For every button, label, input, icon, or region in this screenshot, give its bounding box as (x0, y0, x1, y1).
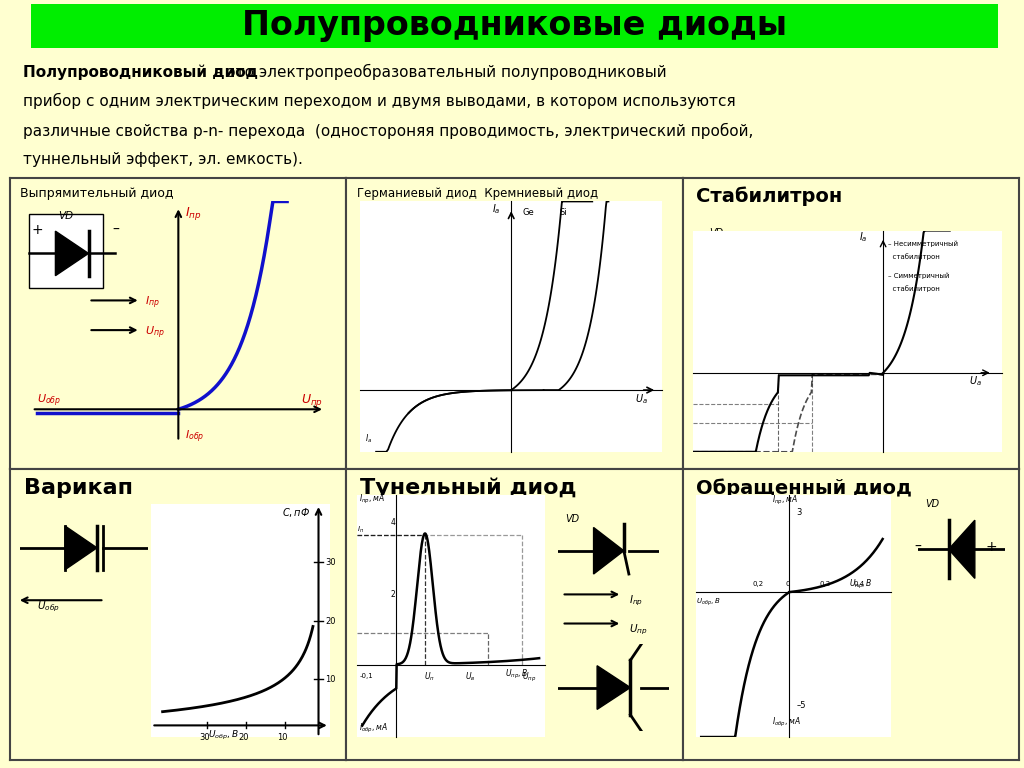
Text: $С,пФ$: $С,пФ$ (282, 506, 310, 519)
Text: $I_п$: $I_п$ (356, 525, 364, 535)
Text: VD: VD (565, 514, 580, 524)
Text: $I_{пр},мА$: $I_{пр},мА$ (772, 494, 798, 507)
Text: Варикап: Варикап (24, 478, 133, 498)
Text: $U_{пр}$: $U_{пр}$ (145, 324, 165, 341)
Text: 20: 20 (326, 617, 336, 625)
Text: $U_{обр}, В$: $U_{обр}, В$ (209, 728, 240, 742)
Text: – Несимметричный: – Несимметричный (888, 241, 957, 247)
Text: Ge: Ge (522, 208, 534, 217)
Text: различные свойства р-n- перехода  (одностороняя проводимость, электрический проб: различные свойства р-n- перехода (одност… (24, 122, 754, 138)
Text: $U_{пр},В$: $U_{пр},В$ (849, 578, 872, 591)
Text: $I_{обр},мА$: $I_{обр},мА$ (359, 722, 388, 735)
Text: VD: VD (710, 228, 724, 238)
Text: Выпрямительный диод: Выпрямительный диод (20, 187, 174, 200)
Text: Тунельный диод: Тунельный диод (359, 478, 577, 498)
Text: $U_{пр}$: $U_{пр}$ (629, 623, 647, 637)
Text: –5: –5 (797, 701, 806, 710)
Text: $U_в$: $U_в$ (465, 671, 475, 684)
Polygon shape (66, 526, 97, 570)
Text: 2: 2 (391, 590, 395, 598)
Text: 10: 10 (326, 675, 336, 684)
Text: Германиевый диод  Кремниевый диод: Германиевый диод Кремниевый диод (356, 187, 598, 200)
Text: 3: 3 (797, 508, 802, 517)
Polygon shape (594, 528, 624, 574)
Text: $U_{обр},В$: $U_{обр},В$ (696, 597, 721, 608)
Text: ─▷|Z─: ─▷|Z─ (699, 319, 731, 329)
Polygon shape (55, 231, 88, 276)
Text: $I_а$: $I_а$ (859, 230, 868, 244)
Text: Полупроводниковый диод: Полупроводниковый диод (24, 65, 258, 80)
Text: туннельный эффект, эл. емкость).: туннельный эффект, эл. емкость). (24, 151, 303, 167)
Text: –: – (914, 540, 922, 554)
Text: -0,1: -0,1 (359, 674, 373, 679)
Text: $I_{пр}$: $I_{пр}$ (185, 205, 202, 223)
Text: 0,2: 0,2 (820, 581, 831, 587)
Text: Полупроводниковые диоды: Полупроводниковые диоды (242, 9, 787, 42)
Text: VD: VD (925, 499, 939, 509)
Text: Обращенный диод: Обращенный диод (696, 478, 912, 498)
Text: VD: VD (699, 296, 714, 306)
Polygon shape (597, 666, 631, 710)
Text: $U_{пр},В$: $U_{пр},В$ (505, 668, 528, 681)
Text: $U_а$: $U_а$ (969, 374, 982, 388)
Text: $U_{пр}$: $U_{пр}$ (301, 392, 324, 409)
Text: 0,4: 0,4 (854, 581, 865, 587)
Text: ─▷|─: ─▷|─ (699, 252, 726, 262)
Text: $I_а$: $I_а$ (366, 432, 373, 445)
Text: 30: 30 (326, 558, 336, 568)
Text: стабилитрон: стабилитрон (888, 285, 940, 292)
Text: – Симметричный: – Симметричный (888, 273, 949, 279)
Text: +: + (985, 540, 997, 554)
Text: – это электропреобразовательный полупроводниковый: – это электропреобразовательный полупров… (210, 65, 667, 81)
Text: $I_а$: $I_а$ (493, 202, 501, 216)
Text: –: – (113, 223, 119, 237)
Text: $I_{пр},мА$: $I_{пр},мА$ (359, 493, 385, 506)
Text: Si: Si (560, 208, 567, 217)
Text: VD: VD (57, 210, 73, 220)
Text: 0,2: 0,2 (752, 581, 763, 587)
Text: стабилитрон: стабилитрон (888, 253, 940, 260)
Text: $U_п$: $U_п$ (424, 671, 434, 684)
Text: +: + (32, 223, 43, 237)
Text: $U_{обр}$: $U_{обр}$ (37, 392, 60, 409)
Text: $I_{пр}$: $I_{пр}$ (145, 295, 160, 311)
Text: Стабилитрон: Стабилитрон (696, 187, 843, 207)
Text: $I_{пр}$: $I_{пр}$ (629, 594, 643, 608)
Polygon shape (948, 520, 975, 578)
Text: 30: 30 (199, 733, 210, 742)
FancyBboxPatch shape (30, 214, 102, 288)
Text: 20: 20 (239, 733, 249, 742)
Text: 10: 10 (278, 733, 288, 742)
Text: 0: 0 (786, 581, 791, 587)
Text: 4: 4 (391, 518, 395, 527)
Text: прибор с одним электрическим переходом и двумя выводами, в котором используются: прибор с одним электрическим переходом и… (24, 93, 736, 109)
Text: $I_{обр},мА$: $I_{обр},мА$ (772, 717, 801, 730)
Text: $U_{пр}$: $U_{пр}$ (522, 671, 537, 684)
Text: $I_{обр}$: $I_{обр}$ (185, 429, 205, 445)
Text: $U_а$: $U_а$ (636, 392, 648, 406)
Text: $U_{обр}$: $U_{обр}$ (37, 599, 60, 614)
